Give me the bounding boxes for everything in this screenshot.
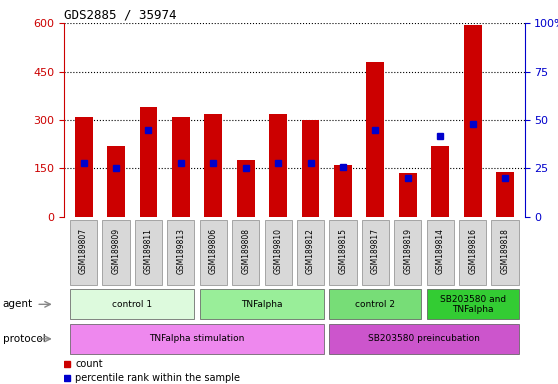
Bar [232, 220, 259, 285]
Text: GSM189812: GSM189812 [306, 228, 315, 274]
Bar [75, 117, 93, 217]
Bar [107, 146, 125, 217]
Bar [399, 173, 417, 217]
Bar [427, 289, 519, 319]
Text: SB203580 and
TNFalpha: SB203580 and TNFalpha [440, 295, 506, 314]
Bar [367, 62, 384, 217]
Text: GSM189816: GSM189816 [468, 228, 477, 274]
Text: GDS2885 / 35974: GDS2885 / 35974 [64, 9, 177, 22]
Bar [431, 146, 449, 217]
Text: count: count [75, 359, 103, 369]
Bar [334, 165, 352, 217]
Bar [70, 289, 195, 319]
Bar [70, 220, 97, 285]
Text: GSM189814: GSM189814 [436, 228, 445, 274]
Bar [362, 220, 389, 285]
Bar [297, 220, 324, 285]
Text: percentile rank within the sample: percentile rank within the sample [75, 373, 240, 383]
Text: GSM189818: GSM189818 [501, 228, 509, 274]
Text: GSM189806: GSM189806 [209, 228, 218, 274]
Text: GSM189813: GSM189813 [176, 228, 185, 274]
Bar [329, 324, 519, 354]
Text: GSM189811: GSM189811 [144, 228, 153, 274]
Bar [269, 114, 287, 217]
Text: GSM189819: GSM189819 [403, 228, 412, 274]
Text: SB203580 preincubation: SB203580 preincubation [368, 334, 480, 343]
Bar [237, 161, 254, 217]
Bar [70, 324, 324, 354]
Bar [200, 220, 227, 285]
Bar [427, 220, 454, 285]
Text: control 1: control 1 [112, 300, 152, 309]
Bar [140, 107, 157, 217]
Text: GSM189817: GSM189817 [371, 228, 380, 274]
Bar [302, 120, 320, 217]
Text: GSM189808: GSM189808 [241, 228, 250, 274]
Text: agent: agent [3, 299, 33, 310]
Text: TNFalpha: TNFalpha [241, 300, 283, 309]
Bar [394, 220, 421, 285]
Text: TNFalpha stimulation: TNFalpha stimulation [150, 334, 245, 343]
Text: GSM189815: GSM189815 [339, 228, 348, 274]
Bar [103, 220, 129, 285]
Bar [459, 220, 486, 285]
Bar [135, 220, 162, 285]
Bar [329, 289, 421, 319]
Bar [496, 172, 514, 217]
Bar [200, 289, 324, 319]
Bar [167, 220, 195, 285]
Bar [172, 117, 190, 217]
Bar [464, 25, 482, 217]
Bar [492, 220, 519, 285]
Text: protocol: protocol [3, 334, 46, 344]
Text: GSM189810: GSM189810 [273, 228, 283, 274]
Bar [329, 220, 357, 285]
Text: GSM189809: GSM189809 [112, 228, 121, 274]
Text: control 2: control 2 [355, 300, 396, 309]
Bar [264, 220, 292, 285]
Bar [204, 114, 222, 217]
Text: GSM189807: GSM189807 [79, 228, 88, 274]
